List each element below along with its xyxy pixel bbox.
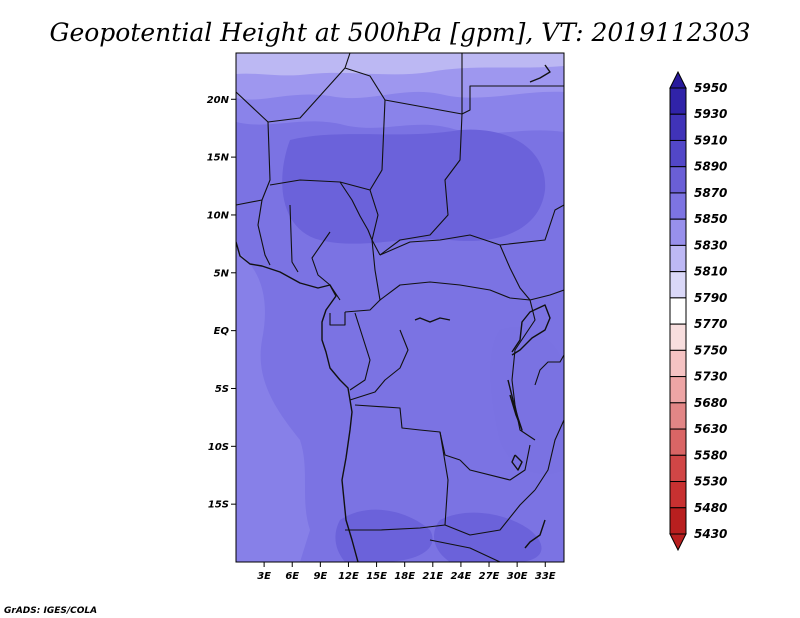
colorbar-bottom-arrow — [669, 533, 687, 552]
y-tick-label: 10N — [207, 210, 230, 221]
colorbar-label: 5950 — [694, 81, 727, 95]
colorbar-label: 5430 — [694, 527, 727, 541]
colorbar-swatch — [669, 139, 687, 168]
colorbar-label: 5770 — [694, 317, 727, 331]
x-tick-label: 9E — [313, 571, 327, 582]
x-tick-label: 30E — [507, 571, 528, 582]
colorbar-swatch — [669, 87, 687, 115]
colorbar-label: 5480 — [694, 501, 727, 515]
colorbar-swatch — [669, 402, 687, 430]
coastline — [236, 64, 551, 562]
colorbar-swatch — [669, 113, 687, 141]
colorbar-swatch — [669, 376, 687, 404]
contour-5810-band — [236, 53, 564, 76]
colorbar-label: 5530 — [694, 475, 727, 489]
colorbar-label: 5730 — [694, 370, 727, 384]
y-tick-label: 5N — [214, 268, 230, 279]
contour-5890-south-a — [335, 509, 433, 562]
x-tick-label: 27E — [479, 571, 500, 582]
colorbar-swatch — [669, 428, 687, 456]
map-panel — [236, 53, 564, 562]
colorbar-swatch — [669, 349, 687, 378]
map-frame — [235, 52, 565, 563]
colorbar-swatch — [669, 454, 687, 483]
colorbar-swatch — [669, 244, 687, 273]
contour-5890-north — [282, 129, 546, 244]
y-tick-label: 15N — [207, 153, 230, 164]
colorbar-top-arrow — [669, 70, 687, 89]
colorbar-label: 5750 — [694, 343, 727, 357]
colorbar-label: 5850 — [694, 212, 727, 226]
y-tick-label: 20N — [207, 95, 230, 106]
longitude-axis: 3E 6E 9E 12E 15E 18E 21E 24E 27E 30E 33E — [257, 562, 556, 582]
y-tick-label: 10S — [208, 442, 229, 453]
colorbar-label: 5910 — [694, 133, 727, 147]
x-tick-label: 21E — [422, 571, 443, 582]
x-tick-label: 12E — [338, 571, 359, 582]
map-title: Geopotential Height at 500hPa [gpm], VT:… — [49, 18, 750, 47]
colorbar-label: 5790 — [694, 291, 727, 305]
colorbar-swatch — [669, 323, 687, 351]
colorbar-label: 5870 — [694, 186, 727, 200]
colorbar-label: 5580 — [694, 448, 727, 462]
colorbar-swatch — [669, 297, 687, 325]
colorbar-label: 5680 — [694, 396, 727, 410]
y-tick-label: 5S — [215, 384, 229, 395]
grads-credit: GrADS: IGES/COLA — [4, 606, 97, 616]
x-tick-label: 3E — [257, 571, 271, 582]
colorbar-swatch — [669, 192, 687, 220]
colorbar-swatch — [669, 218, 687, 246]
colorbar-label: 5830 — [694, 238, 727, 252]
x-tick-label: 33E — [535, 571, 556, 582]
colorbar-swatch — [669, 481, 687, 509]
colorbar-label: 5810 — [694, 265, 727, 279]
y-tick-label: EQ — [214, 326, 230, 337]
x-tick-label: 6E — [285, 571, 299, 582]
colorbar-label: 5630 — [694, 422, 727, 436]
country-borders — [236, 53, 564, 562]
contour-5890-south-b — [434, 512, 542, 562]
y-tick-label: 15S — [208, 500, 229, 511]
x-tick-label: 24E — [451, 571, 472, 582]
latitude-axis: 20N 15N 10N 5N EQ 5S 10S 15S — [207, 95, 236, 511]
contour-5850-west — [236, 250, 310, 562]
colorbar-swatch — [669, 507, 687, 535]
colorbar: 5950 5930 5910 5890 5870 5850 5830 5810 5790 5770… — [669, 70, 727, 552]
colorbar-label: 5930 — [694, 107, 727, 121]
colorbar-swatch — [669, 166, 687, 194]
x-tick-label: 15E — [366, 571, 387, 582]
x-tick-label: 18E — [394, 571, 415, 582]
colorbar-swatch — [669, 271, 687, 299]
colorbar-label: 5890 — [694, 160, 727, 174]
